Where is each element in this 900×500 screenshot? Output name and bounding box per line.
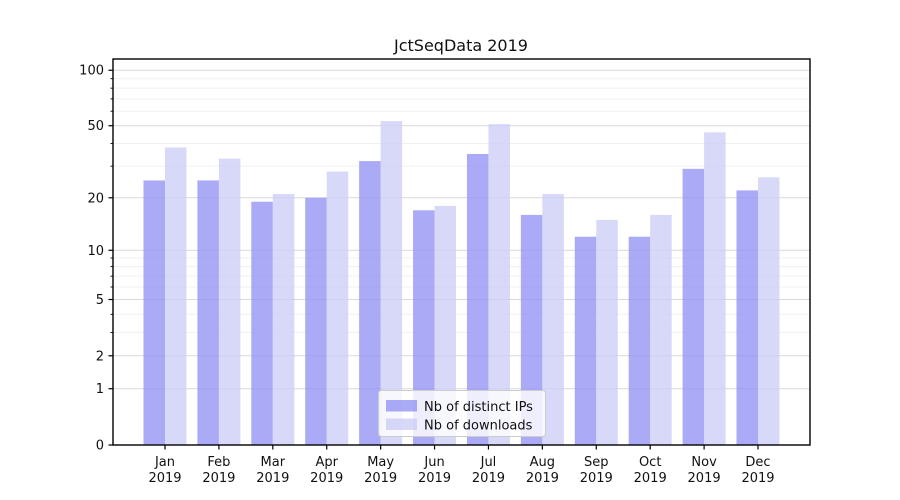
bar-distinct-ips-jun [413,210,435,445]
x-tick-label: Apr 2019 [310,455,343,486]
bar-downloads-jun [434,205,457,445]
y-tick-label: 50 [87,119,104,134]
bars-layer [143,121,780,446]
bar-downloads-may [380,121,403,446]
bar-downloads-sep [596,219,618,445]
y-tick-label: 1 [96,382,104,397]
bar-distinct-ips-sep [574,236,597,445]
x-tick-label: Aug 2019 [526,455,559,486]
x-tick-label: Feb 2019 [202,455,235,486]
bar-distinct-ips-may [359,161,381,446]
legend-label-downloads: Nb of downloads [424,419,533,434]
x-tick-label: Oct 2019 [634,455,667,486]
ticks-layer: 0 1 2 5 10 20 50 100 Jan 2019 Feb 2019 Mar 2019 Apr 201… [79,64,774,486]
x-tick-label: Jul 2019 [472,455,505,486]
bar-downloads-jul [488,124,510,445]
y-tick-label: 100 [79,64,104,79]
bar-distinct-ips-oct [628,236,651,445]
y-tick-label: 5 [96,293,104,308]
legend-box [378,390,546,437]
bar-distinct-ips-apr [305,197,327,445]
bar-distinct-ips-feb [197,180,219,445]
x-tick-label: Mar 2019 [256,455,289,486]
chart-title: JctSeqData 2019 [393,36,528,55]
x-tick-label: Jun 2019 [418,455,451,486]
bar-distinct-ips-dec [736,190,758,445]
x-tick-label: Jan 2019 [148,455,181,486]
bar-downloads-dec [758,177,780,445]
bar-distinct-ips-mar [251,201,273,445]
bar-distinct-ips-nov [682,168,705,445]
legend-swatch-distinct-ips [386,400,417,412]
bar-downloads-apr [326,171,349,445]
y-tick-label: 20 [87,191,104,206]
legend-swatch-downloads [386,418,417,430]
bar-downloads-feb [218,158,241,445]
bar-downloads-oct [650,214,672,445]
bar-downloads-aug [542,194,564,445]
plot-frame [112,58,811,446]
legend: Nb of distinct IPs Nb of downloads [378,390,546,437]
x-tick-label: Nov 2019 [688,455,721,486]
bar-downloads-mar [272,194,295,445]
y-tick-label: 2 [96,349,104,364]
x-tick-label: Dec 2019 [741,455,774,486]
x-tick-label: Sep 2019 [580,455,613,486]
legend-label-distinct-ips: Nb of distinct IPs [424,400,533,415]
bar-downloads-nov [704,132,726,445]
bar-distinct-ips-jul [466,154,489,445]
bar-distinct-ips-aug [520,214,543,445]
y-tick-label: 10 [87,244,104,259]
y-tick-label: 0 [96,439,104,454]
bar-distinct-ips-jan [143,180,165,445]
bar-downloads-jan [165,147,187,445]
x-tick-label: May 2019 [364,455,397,486]
